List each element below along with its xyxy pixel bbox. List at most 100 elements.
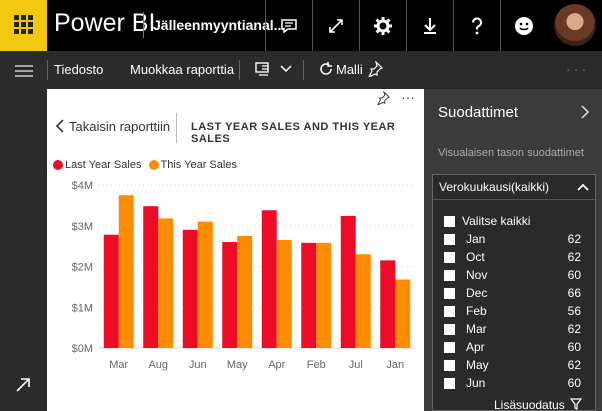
- checkbox[interactable]: [444, 216, 455, 227]
- x-tick-label: Jul: [349, 359, 363, 371]
- filter-item[interactable]: Mar 62: [433, 321, 597, 339]
- filter-item-label: Jan: [466, 232, 486, 246]
- legend-swatch: [148, 160, 159, 170]
- chart-legend: Last Year Sales This Year Sales: [53, 159, 241, 173]
- filter-item-count: 62: [567, 358, 581, 372]
- comments-button[interactable]: [265, 0, 312, 51]
- back-to-report-link[interactable]: Takaisin raporttiin: [55, 119, 170, 134]
- filter-item-count: 56: [567, 304, 581, 318]
- back-label: Takaisin raporttiin: [69, 119, 171, 134]
- divider: [143, 12, 144, 38]
- checkbox[interactable]: [444, 360, 455, 371]
- template-button[interactable]: Malli: [336, 62, 363, 77]
- brand-title: Power BI: [54, 9, 156, 37]
- x-tick-label: Aug: [148, 359, 168, 371]
- checkbox[interactable]: [444, 378, 455, 389]
- legend-item[interactable]: Last Year Sales: [53, 159, 141, 171]
- filter-item-label: Mar: [466, 322, 487, 336]
- bar[interactable]: [261, 210, 277, 348]
- app-launcher-icon[interactable]: [0, 0, 47, 51]
- hamburger-icon[interactable]: [15, 65, 33, 77]
- file-menu[interactable]: Tiedosto: [54, 62, 104, 77]
- checkbox[interactable]: [444, 288, 455, 299]
- bar[interactable]: [380, 260, 396, 348]
- filter-card: Verokuukausi(kaikki) Valitse kaikki Jan 6…: [432, 174, 596, 411]
- checkbox[interactable]: [444, 270, 455, 281]
- avatar[interactable]: [554, 4, 596, 46]
- x-tick-label: May: [227, 359, 248, 371]
- filter-item-label: Feb: [466, 304, 487, 318]
- more-filters-button[interactable]: Lisäsuodatus: [494, 398, 583, 411]
- filter-item-count: 62: [567, 322, 581, 336]
- bar[interactable]: [197, 221, 213, 348]
- fullscreen-button[interactable]: [312, 0, 359, 51]
- bar[interactable]: [222, 242, 238, 348]
- checkbox[interactable]: [444, 234, 455, 245]
- bar[interactable]: [182, 229, 198, 348]
- filter-item[interactable]: Jun 60: [433, 375, 597, 393]
- filters-title: Suodattimet: [438, 104, 519, 121]
- settings-button[interactable]: [359, 0, 406, 51]
- feedback-button[interactable]: [500, 0, 547, 51]
- expand-arrow-icon[interactable]: [15, 377, 31, 393]
- bar[interactable]: [276, 240, 292, 348]
- checkbox[interactable]: [444, 342, 455, 353]
- bar[interactable]: [395, 279, 411, 348]
- bar[interactable]: [355, 254, 371, 348]
- bar-chart: $0M $1M $2M $3M $4M Mar Aug Jun May Apr Feb Jul Jan: [72, 180, 415, 371]
- command-bar: Tiedosto Muokkaa raporttia Malli · · ·: [0, 51, 602, 89]
- help-button[interactable]: [453, 0, 500, 51]
- bar[interactable]: [340, 215, 356, 348]
- focused-visual: ··· Takaisin raporttiin LAST YEAR SALES …: [47, 89, 424, 411]
- filter-item[interactable]: Nov 60: [433, 267, 597, 285]
- view-icon[interactable]: [254, 61, 272, 79]
- bar[interactable]: [118, 195, 134, 348]
- chart-title: LAST YEAR SALES AND THIS YEAR SALES: [191, 121, 396, 145]
- chevron-right-icon[interactable]: [580, 105, 590, 119]
- filter-icon: [569, 398, 583, 410]
- pin-icon[interactable]: [367, 61, 383, 77]
- divider: [239, 60, 240, 80]
- more-filters-label: Lisäsuodatus: [494, 398, 565, 411]
- visual-more-icon[interactable]: ···: [401, 89, 415, 105]
- comment-icon: [281, 18, 297, 33]
- bar[interactable]: [237, 235, 253, 348]
- x-tick-label: Jan: [386, 359, 404, 371]
- more-options-icon[interactable]: · · ·: [566, 62, 587, 77]
- filter-item[interactable]: Jan 62: [433, 231, 597, 249]
- filter-item[interactable]: Oct 62: [433, 249, 597, 267]
- checkbox[interactable]: [444, 324, 455, 335]
- bar[interactable]: [158, 218, 174, 348]
- bar[interactable]: [316, 242, 332, 348]
- filter-item-label: Oct: [466, 250, 485, 264]
- checkbox[interactable]: [444, 306, 455, 317]
- bar[interactable]: [143, 206, 159, 348]
- filter-item-count: 66: [567, 286, 581, 300]
- refresh-icon[interactable]: [318, 61, 334, 77]
- pin-visual-icon[interactable]: [376, 91, 390, 105]
- chevron-down-icon[interactable]: [280, 64, 292, 74]
- bar[interactable]: [103, 234, 119, 348]
- bar[interactable]: [301, 242, 317, 348]
- gear-icon: [374, 16, 392, 35]
- filter-item[interactable]: Apr 60: [433, 339, 597, 357]
- smiley-icon: [515, 16, 533, 35]
- checkbox[interactable]: [444, 252, 455, 263]
- legend-label: This Year Sales: [160, 159, 237, 171]
- help-icon: [471, 16, 483, 34]
- left-nav: [0, 89, 47, 411]
- chevron-up-icon[interactable]: [577, 183, 589, 191]
- filter-select-all[interactable]: Valitse kaikki: [433, 213, 597, 231]
- filter-item-label: Jun: [466, 376, 486, 390]
- filters-subtitle: Visualaisen tason suodattimet: [438, 147, 584, 159]
- filter-card-title[interactable]: Verokuukausi(kaikki): [439, 180, 550, 194]
- filter-item[interactable]: May 62: [433, 357, 597, 375]
- filter-item[interactable]: Dec 66: [433, 285, 597, 303]
- download-button[interactable]: [406, 0, 453, 51]
- filter-item-label: May: [466, 358, 489, 372]
- filter-item-count: 60: [567, 376, 581, 390]
- edit-report-button[interactable]: Muokkaa raporttia: [130, 62, 235, 77]
- legend-item[interactable]: This Year Sales: [148, 159, 237, 171]
- filter-item[interactable]: Feb 56: [433, 303, 597, 321]
- filter-item-label: Nov: [466, 268, 488, 282]
